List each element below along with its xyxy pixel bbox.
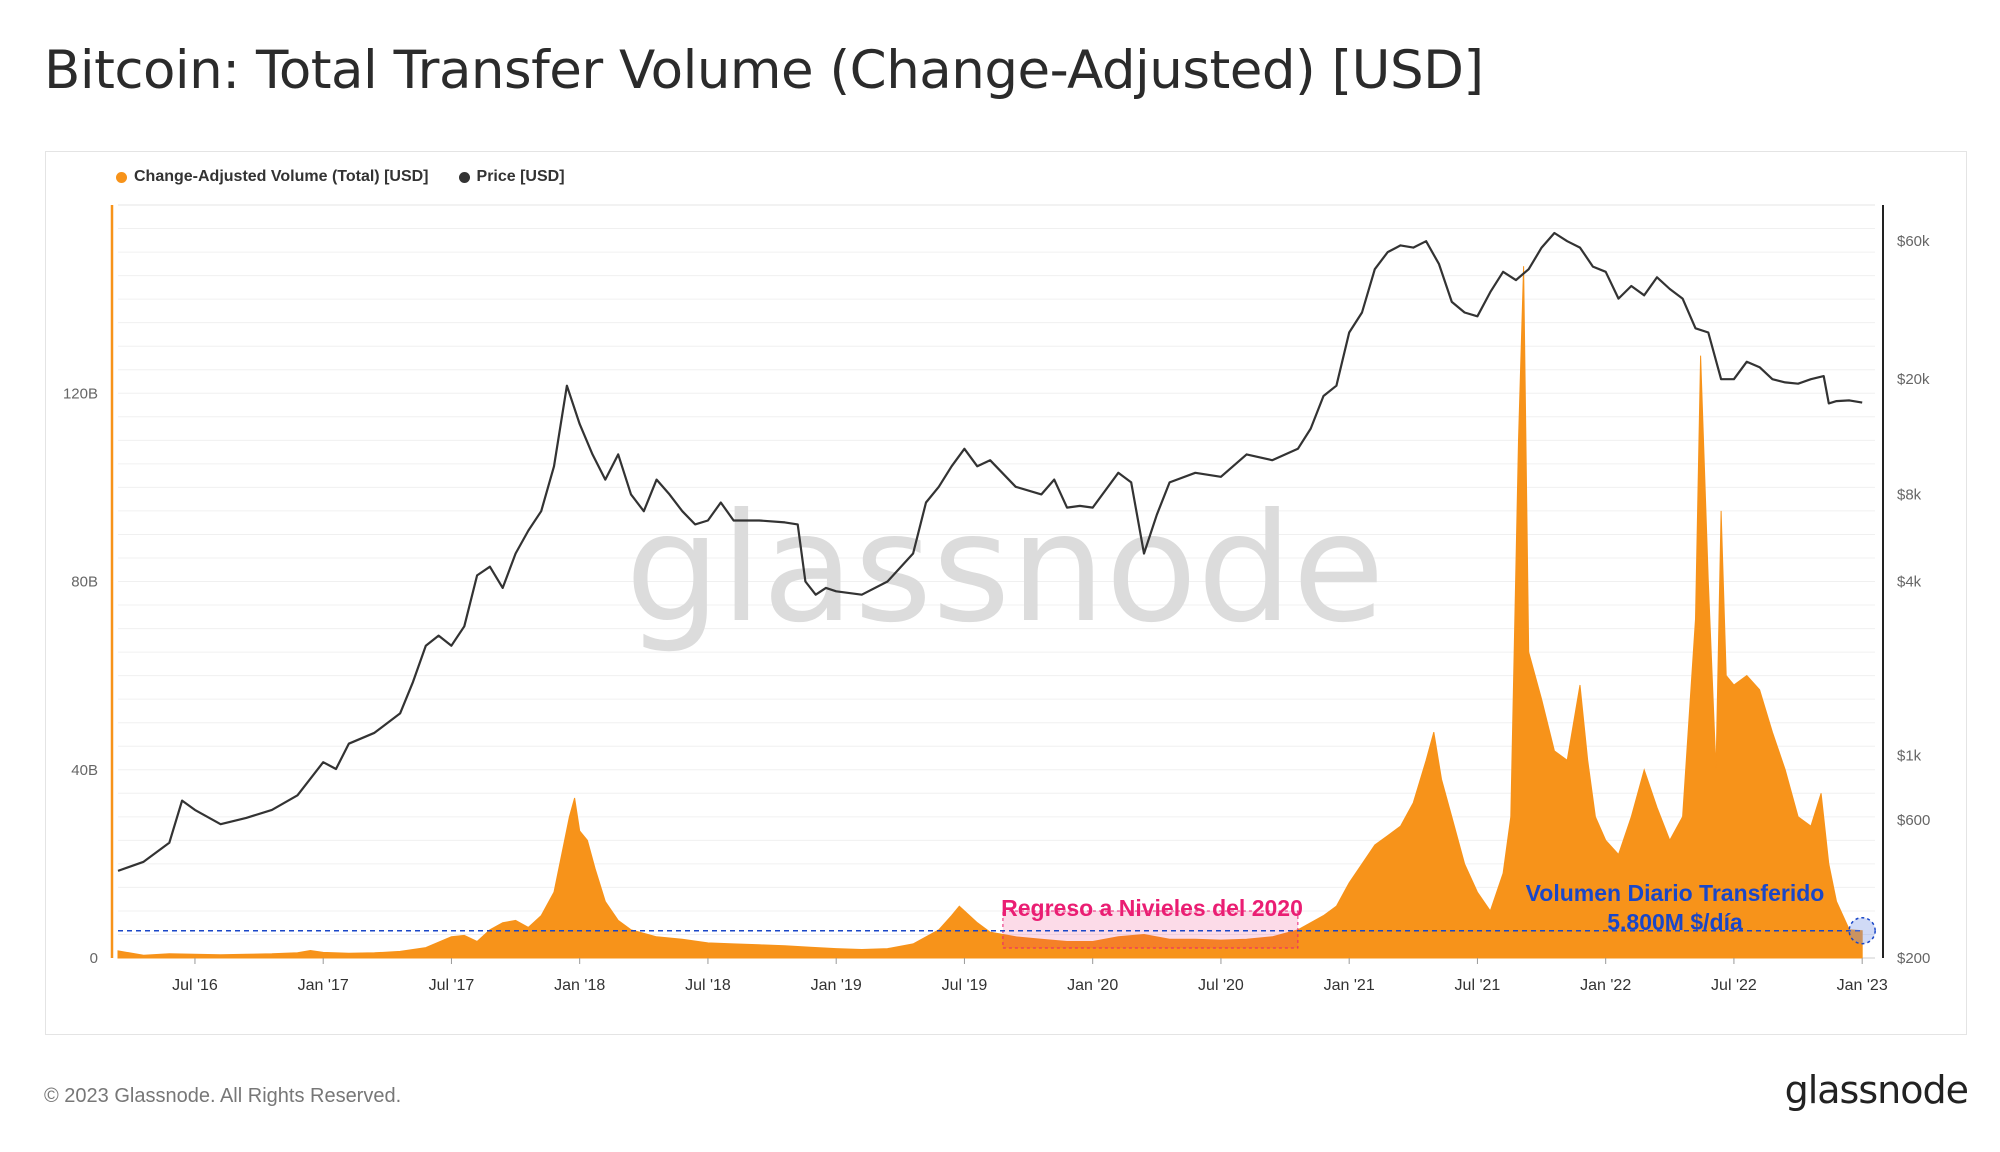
x-tick-label: Jan '18 [554, 977, 605, 994]
x-tick-label: Jan '19 [811, 977, 862, 994]
y-left-tick-label: 80B [71, 574, 98, 591]
y-right-tick-label: $1k [1897, 748, 1922, 765]
x-tick-label: Jul '22 [1711, 977, 1757, 994]
glassnode-logo: glassnode [1784, 1068, 1969, 1112]
price-line [117, 231, 1863, 872]
volume-area [117, 266, 1863, 959]
y-left-tick-label: 40B [71, 762, 98, 779]
y-right-tick-label: $60k [1897, 233, 1930, 250]
x-tick-label: Jul '17 [429, 977, 475, 994]
y-left-tick-label: 0 [90, 950, 98, 967]
x-tick-label: Jul '19 [942, 977, 988, 994]
watermark-glassnode: glassnode [625, 482, 1384, 656]
x-tick-label: Jul '21 [1455, 977, 1501, 994]
current-volume-marker [1848, 916, 1876, 945]
legend-item-price[interactable]: Price [USD] [458, 168, 565, 186]
x-tick-label: Jul '16 [172, 977, 218, 994]
y-right-tick-label: $8k [1897, 486, 1922, 503]
y-right-tick-label: $600 [1897, 812, 1930, 829]
y-right-tick-label: $200 [1897, 950, 1930, 967]
legend: Change-Adjusted Volume (Total) [USD] Pri… [116, 168, 565, 186]
x-tick-label: Jan '17 [298, 977, 349, 994]
legend-item-volume[interactable]: Change-Adjusted Volume (Total) [USD] [116, 168, 429, 186]
x-tick-label: Jul '18 [685, 977, 731, 994]
legend-dot-price [458, 171, 470, 183]
legend-label-price: Price [USD] [476, 168, 565, 185]
x-tick-label: Jul '20 [1198, 977, 1244, 994]
y-right-tick-label: $4k [1897, 574, 1922, 591]
annotation-daily-volume: Volumen Diario Transferido [1526, 880, 1825, 906]
x-tick-label: Jan '22 [1580, 977, 1631, 994]
x-tick-label: Jan '20 [1067, 977, 1118, 994]
y-left-tick-label: 120B [63, 385, 98, 402]
chart-frame [45, 151, 1967, 1035]
annotation-daily-volume-value: 5.800M $/día [1607, 909, 1743, 935]
highlight-2020-levels [1002, 910, 1299, 949]
annotation-2020-levels: Regreso a Nivieles del 2020 [1001, 895, 1303, 921]
legend-dot-volume [116, 171, 127, 183]
x-tick-label: Jan '21 [1324, 977, 1375, 994]
x-tick-label: Jan '23 [1837, 977, 1888, 994]
legend-label-volume: Change-Adjusted Volume (Total) [USD] [134, 168, 429, 185]
y-right-tick-label: $20k [1897, 371, 1930, 388]
footer-copyright: © 2023 Glassnode. All Rights Reserved. [44, 1085, 402, 1107]
page-title: Bitcoin: Total Transfer Volume (Change-A… [44, 40, 1484, 101]
